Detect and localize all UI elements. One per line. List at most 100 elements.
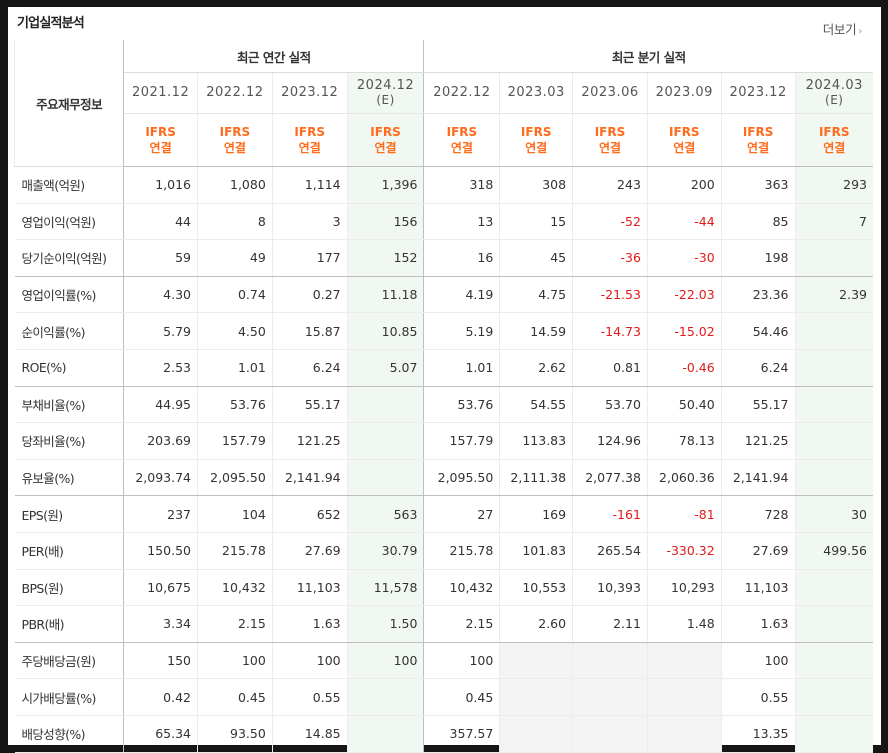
value-cell: 215.78 xyxy=(423,532,500,570)
value-cell: 2.15 xyxy=(196,605,273,643)
value-cell: 55.17 xyxy=(720,386,795,424)
value-cell: 59 xyxy=(123,239,198,277)
value-cell: 11,103 xyxy=(271,569,348,607)
more-link[interactable]: 더보기 › xyxy=(823,19,863,38)
value-cell: 5.07 xyxy=(346,349,424,387)
value-cell: 100 xyxy=(720,642,795,680)
value-cell: 363 xyxy=(720,166,795,204)
row-label: PBR(배) xyxy=(14,605,125,643)
consolidated-label: 연결 xyxy=(598,141,622,155)
value-cell: 0.45 xyxy=(423,678,500,716)
value-cell xyxy=(794,422,873,460)
value-cell: 0.55 xyxy=(720,678,795,716)
period-label: 2023.12 xyxy=(729,85,787,100)
value-cell: 30 xyxy=(794,495,873,533)
period-label: 2023.09 xyxy=(655,85,713,100)
value-cell: 0.27 xyxy=(271,276,348,314)
value-cell: -14.73 xyxy=(572,312,648,350)
period-header: 2022.12 xyxy=(423,72,500,114)
row-label: 순이익률(%) xyxy=(14,312,125,350)
row-label: 주당배당금(원) xyxy=(14,642,125,680)
period-header: 2024.03 (E) xyxy=(794,72,873,114)
row-label: 부채비율(%) xyxy=(14,386,125,424)
accounting-standard: IFRS 연결 xyxy=(123,113,198,167)
value-cell: 4.75 xyxy=(499,276,573,314)
value-cell: 2.62 xyxy=(499,349,573,387)
ifrs-label: IFRS xyxy=(669,125,700,139)
value-cell: 318 xyxy=(423,166,500,204)
value-cell: 6.24 xyxy=(720,349,795,387)
section-title: 기업실적분석 xyxy=(17,16,85,31)
value-cell: 5.19 xyxy=(423,312,500,350)
value-cell: 13 xyxy=(423,203,500,241)
table-row: ROE(%) 2.53 1.01 6.24 5.07 1.01 2.62 0.81 -0.46 6… xyxy=(14,349,873,387)
estimate-mark: (E) xyxy=(825,92,844,107)
value-cell: 15.87 xyxy=(271,312,348,350)
value-cell: 85 xyxy=(720,203,795,241)
value-cell: 1.48 xyxy=(646,605,722,643)
period-label: 2024.03 xyxy=(805,77,863,93)
table-row: PBR(배) 3.34 2.15 1.63 1.50 2.15 2.60 2.11 1.48 1.… xyxy=(14,605,873,643)
period-header: 2022.12 xyxy=(196,72,273,114)
row-label: PER(배) xyxy=(14,532,125,570)
value-cell: 53.76 xyxy=(423,386,500,424)
value-cell: 121.25 xyxy=(720,422,795,460)
period-label: 2023.06 xyxy=(581,85,639,100)
value-cell: 44.95 xyxy=(123,386,198,424)
value-cell: 499.56 xyxy=(794,532,873,570)
table-row: 순이익률(%) 5.79 4.50 15.87 10.85 5.19 14.59 -14.73… xyxy=(14,312,873,350)
value-cell: 8 xyxy=(196,203,273,241)
value-cell: 10,432 xyxy=(196,569,273,607)
period-label: 2024.12 xyxy=(356,77,415,93)
value-cell: -15.02 xyxy=(646,312,722,350)
value-cell: 2,095.50 xyxy=(196,459,273,497)
period-label: 2023.03 xyxy=(507,85,565,100)
value-cell: 14.85 xyxy=(271,715,348,753)
value-cell xyxy=(646,642,722,680)
value-cell: 50.40 xyxy=(646,386,722,424)
value-cell: 100 xyxy=(271,642,348,680)
value-cell: -52 xyxy=(572,203,648,241)
value-cell: 0.74 xyxy=(196,276,273,314)
value-cell xyxy=(794,715,873,753)
value-cell xyxy=(794,312,873,350)
value-cell: 11,103 xyxy=(720,569,795,607)
ifrs-label: IFRS xyxy=(520,125,552,139)
value-cell: 23.36 xyxy=(720,276,795,314)
value-cell: 4.19 xyxy=(423,276,500,314)
value-cell: -21.53 xyxy=(572,276,648,314)
table-row: 부채비율(%) 44.95 53.76 55.17 53.76 54.55 53.70 50.… xyxy=(14,386,873,424)
row-label: 매출액(억원) xyxy=(14,166,125,204)
value-cell: -330.32 xyxy=(646,532,722,570)
value-cell: 11.18 xyxy=(346,276,424,314)
value-cell: 169 xyxy=(499,495,573,533)
value-cell xyxy=(346,715,424,753)
value-cell xyxy=(794,678,873,716)
value-cell: 3 xyxy=(271,203,348,241)
value-cell: -0.46 xyxy=(646,349,722,387)
value-cell: 2,077.38 xyxy=(572,459,648,497)
accounting-standard: IFRS 연결 xyxy=(499,113,573,167)
value-cell: 177 xyxy=(271,239,348,277)
value-cell: 10.85 xyxy=(346,312,424,350)
value-cell: 1,114 xyxy=(271,166,348,204)
value-cell: 156 xyxy=(346,203,424,241)
value-cell: 150.50 xyxy=(123,532,198,570)
value-cell: 2,060.36 xyxy=(646,459,722,497)
value-cell: 2,093.74 xyxy=(123,459,198,497)
value-cell xyxy=(794,239,873,277)
value-cell: 14.59 xyxy=(499,312,573,350)
value-cell: 10,675 xyxy=(123,569,198,607)
value-cell xyxy=(646,715,722,753)
value-cell xyxy=(572,715,648,753)
value-cell: 54.46 xyxy=(720,312,795,350)
accounting-standard: IFRS 연결 xyxy=(423,113,500,167)
value-cell: 10,432 xyxy=(423,569,500,607)
ifrs-label: IFRS xyxy=(594,125,626,139)
value-cell: 2.11 xyxy=(572,605,648,643)
value-cell: 652 xyxy=(271,495,348,533)
value-cell: 15 xyxy=(499,203,573,241)
row-label: 시가배당률(%) xyxy=(14,678,125,716)
value-cell: 13.35 xyxy=(720,715,795,753)
ifrs-label: IFRS xyxy=(446,125,478,139)
